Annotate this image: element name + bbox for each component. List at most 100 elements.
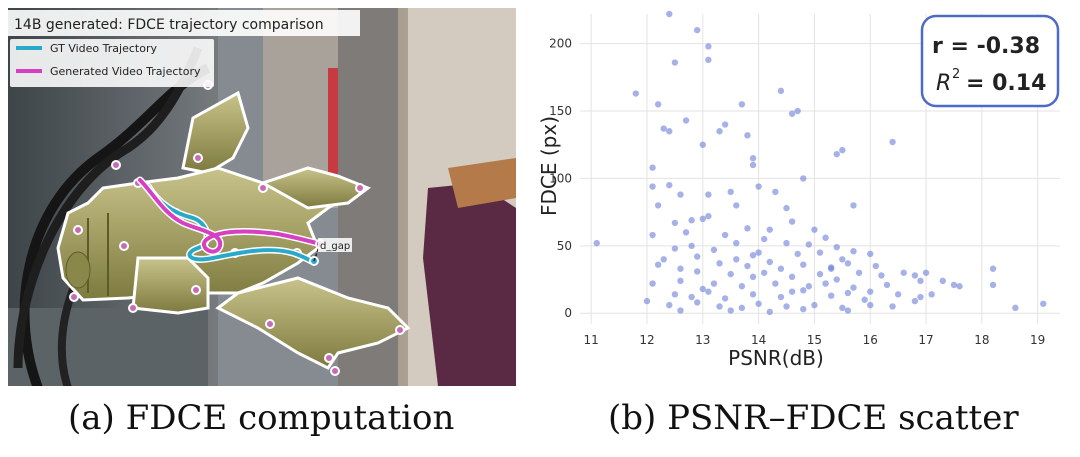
scatter-point — [783, 204, 790, 212]
y-tick-label: 50 — [557, 239, 572, 253]
scatter-point — [844, 289, 852, 297]
scatter-point — [850, 248, 857, 255]
scatter-point — [939, 277, 946, 285]
scatter-point — [900, 269, 907, 276]
scatter-point — [867, 250, 874, 258]
scatter-point — [788, 288, 796, 295]
scatter-point — [677, 277, 684, 285]
scatter-point — [666, 301, 673, 309]
scatter-point — [705, 212, 712, 220]
scatter-point — [705, 288, 712, 295]
scatter-point — [705, 43, 712, 50]
scatter-points — [593, 10, 1047, 316]
scatter-point — [816, 249, 824, 256]
scatter-point — [727, 270, 734, 278]
scatter-point — [788, 110, 796, 117]
scatter-point — [744, 225, 751, 232]
scatter-point — [649, 164, 656, 171]
scatter-point — [855, 269, 863, 276]
scatter-point — [749, 161, 757, 169]
scatter-point — [889, 303, 896, 310]
scatter-plot: 0 50 100 150 200 11 12 13 14 15 16 17 18 19 PSNR(dB)… — [537, 10, 1060, 370]
scatter-point — [671, 291, 679, 298]
scatter-point — [660, 125, 667, 132]
scatter-point — [738, 283, 746, 290]
scatter-point — [822, 280, 829, 287]
scatter-point — [733, 239, 740, 247]
scatter-point — [872, 262, 880, 270]
scatter-point — [777, 293, 785, 301]
scatter-point — [694, 268, 701, 275]
y-tick-label: 0 — [564, 306, 572, 320]
scatter-point — [677, 191, 684, 198]
caption-b: (b) PSNR–FDCE scatter — [608, 398, 1019, 438]
scatter-point — [649, 231, 656, 239]
scatter-point — [738, 304, 746, 312]
scatter-point — [699, 285, 706, 293]
scene-illustration: d_gap 14B generated: FDCE trajectory com… — [8, 8, 516, 386]
legend-label-gt: GT Video Trajectory — [50, 42, 157, 55]
x-tick-label: 14 — [751, 333, 766, 347]
scatter-point — [800, 287, 807, 294]
scatter-point — [666, 181, 673, 189]
trajectory-legend: GT Video Trajectory Generated Video Traj… — [10, 39, 214, 87]
scatter-point — [738, 101, 746, 108]
x-tick-label: 18 — [974, 333, 989, 347]
scatter-point — [956, 283, 963, 290]
scatter-point — [694, 253, 701, 260]
scatter-point — [894, 291, 902, 298]
x-tick-label: 15 — [807, 333, 822, 347]
scatter-point — [878, 272, 885, 279]
scatter-point — [861, 296, 868, 303]
scatter-point — [1040, 300, 1047, 307]
scatter-point — [811, 226, 818, 233]
scatter-point — [705, 191, 712, 198]
scatter-point — [883, 281, 891, 289]
y-tick-labels: 0 50 100 150 200 — [549, 37, 572, 321]
scatter-point — [794, 250, 801, 258]
scatter-point — [721, 231, 729, 239]
x-tick-label: 19 — [1030, 333, 1045, 347]
scatter-point — [822, 234, 829, 241]
scatter-point — [671, 59, 679, 66]
scatter-point — [922, 269, 930, 276]
scatter-point — [805, 241, 813, 248]
scatter-point — [755, 183, 762, 190]
scatter-point — [593, 239, 600, 247]
scatter-point — [666, 128, 673, 135]
scatter-point — [839, 304, 846, 312]
scatter-point — [682, 117, 690, 124]
scatter-point — [666, 10, 673, 18]
scatter-point — [727, 307, 734, 314]
scatter-point — [654, 261, 662, 268]
scatter-point — [911, 297, 919, 305]
scatter-point — [805, 283, 813, 290]
fdce-computation-figure: d_gap 14B generated: FDCE trajectory com… — [8, 8, 516, 386]
x-tick-label: 16 — [863, 333, 878, 347]
x-tick-label: 11 — [584, 333, 599, 347]
scatter-point — [716, 303, 723, 310]
scatter-point — [850, 202, 857, 209]
scatter-point — [733, 256, 740, 263]
scatter-point — [989, 265, 997, 272]
scatter-point — [783, 303, 790, 310]
scatter-point — [755, 300, 762, 307]
scatter-point — [749, 273, 757, 281]
scatter-point — [783, 239, 790, 247]
scatter-point — [749, 155, 757, 162]
gap-label: d_gap — [320, 241, 350, 252]
scatter-point — [694, 26, 701, 34]
scatter-point — [833, 276, 840, 283]
scatter-point — [800, 175, 807, 182]
scatter-point — [989, 281, 997, 289]
scatter-point — [688, 293, 695, 301]
scatter-point — [643, 297, 651, 305]
scatter-point — [733, 202, 740, 209]
scatter-point — [744, 132, 751, 139]
scatter-point — [788, 273, 796, 281]
scatter-point — [688, 242, 695, 250]
scatter-point — [867, 301, 874, 309]
scatter-point — [654, 202, 662, 209]
scatter-point — [839, 146, 846, 154]
scatter-point — [800, 305, 807, 313]
